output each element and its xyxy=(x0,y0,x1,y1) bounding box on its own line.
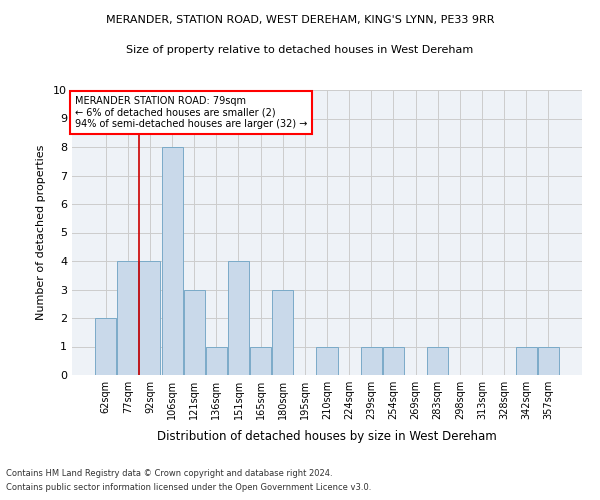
Bar xyxy=(272,290,293,375)
Text: MERANDER, STATION ROAD, WEST DEREHAM, KING'S LYNN, PE33 9RR: MERANDER, STATION ROAD, WEST DEREHAM, KI… xyxy=(106,15,494,25)
Bar xyxy=(95,318,116,375)
Bar xyxy=(515,346,536,375)
Bar xyxy=(161,147,182,375)
Bar xyxy=(184,290,205,375)
Text: MERANDER STATION ROAD: 79sqm
← 6% of detached houses are smaller (2)
94% of semi: MERANDER STATION ROAD: 79sqm ← 6% of det… xyxy=(74,96,307,129)
Bar xyxy=(316,346,338,375)
Bar xyxy=(538,346,559,375)
Bar xyxy=(206,346,227,375)
Bar xyxy=(361,346,382,375)
Bar xyxy=(228,261,249,375)
Text: Size of property relative to detached houses in West Dereham: Size of property relative to detached ho… xyxy=(127,45,473,55)
Y-axis label: Number of detached properties: Number of detached properties xyxy=(36,145,46,320)
Bar xyxy=(427,346,448,375)
Bar xyxy=(139,261,160,375)
Text: Contains public sector information licensed under the Open Government Licence v3: Contains public sector information licen… xyxy=(6,484,371,492)
Bar xyxy=(383,346,404,375)
X-axis label: Distribution of detached houses by size in West Dereham: Distribution of detached houses by size … xyxy=(157,430,497,444)
Bar xyxy=(250,346,271,375)
Bar xyxy=(118,261,139,375)
Text: Contains HM Land Registry data © Crown copyright and database right 2024.: Contains HM Land Registry data © Crown c… xyxy=(6,468,332,477)
